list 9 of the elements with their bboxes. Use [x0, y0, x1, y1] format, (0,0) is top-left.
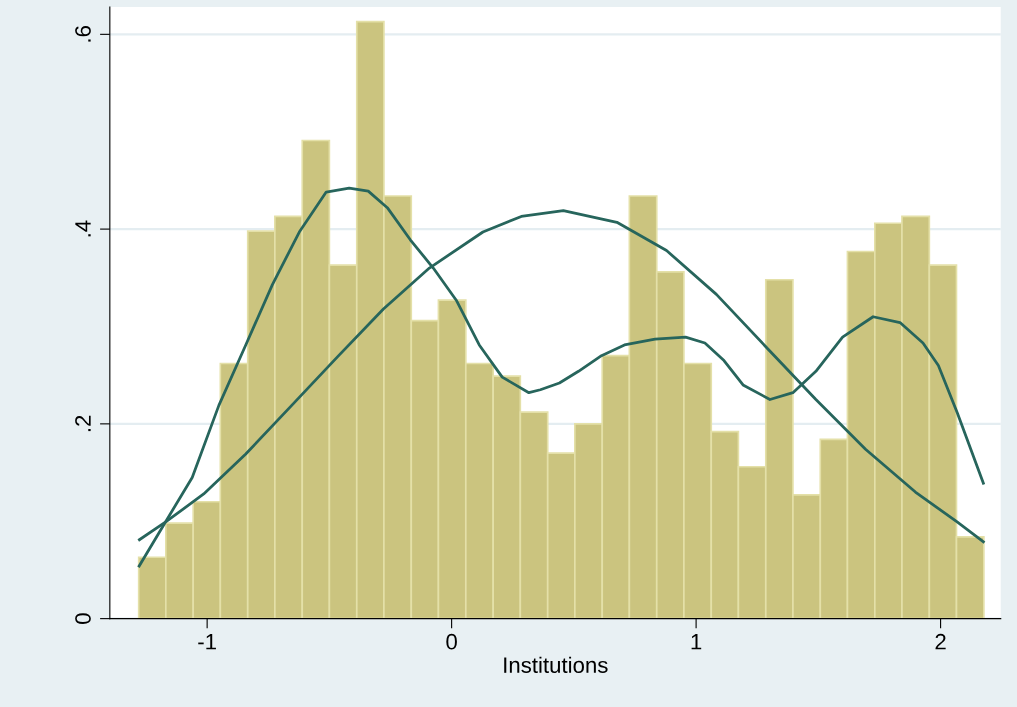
x-tick-label: -1	[198, 634, 216, 650]
x-axis-title: Institutions	[504, 656, 608, 674]
y-tick-label: 0	[75, 613, 91, 624]
y-tick-label: .4	[75, 220, 91, 237]
x-tick-label: 1	[691, 634, 702, 650]
y-tick-label: .2	[75, 415, 91, 432]
x-tick-label: 2	[935, 633, 946, 650]
x-tick-label: 0	[446, 633, 457, 650]
y-tick-label: .6	[75, 26, 91, 42]
